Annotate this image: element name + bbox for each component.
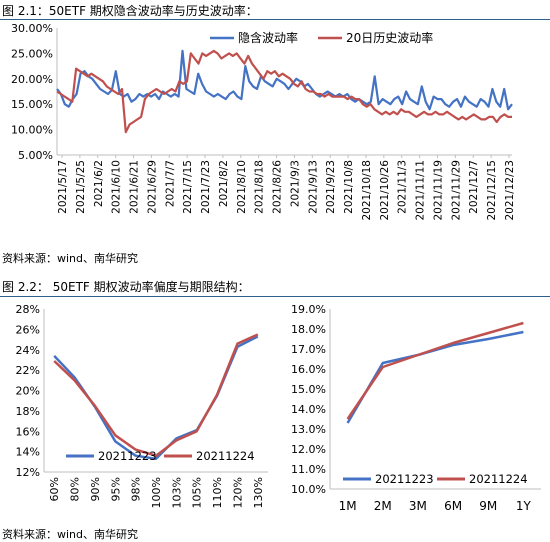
legend-label: 20日历史波动率 bbox=[346, 30, 433, 45]
x-tick-label: 6M bbox=[444, 499, 462, 513]
y-tick-label: 26% bbox=[16, 323, 40, 336]
y-tick-label: 16.0% bbox=[291, 363, 326, 376]
y-tick-label: 19.0% bbox=[291, 303, 326, 316]
x-tick-label: 2021/12/7 bbox=[468, 160, 480, 214]
figure1-title-rule bbox=[0, 19, 550, 20]
x-tick-label: 60% bbox=[48, 477, 61, 501]
iv-hv-chart: 5.00% 10.00% 15.00% 20.00% 25.00% 30.00% 2021/… bbox=[11, 22, 516, 221]
x-tick-label: 9M bbox=[479, 499, 497, 513]
x-tick-label: 80% bbox=[69, 477, 82, 501]
y-tick-label: 20.00% bbox=[11, 73, 53, 86]
x-tick-label: 103% bbox=[170, 477, 183, 508]
x-tick-label: 2021/9/23 bbox=[325, 160, 337, 214]
x-tick-label: 2021/5/25 bbox=[75, 160, 87, 214]
x-tick-label: 1Y bbox=[516, 499, 532, 513]
x-tick-label: 2021/6/21 bbox=[129, 160, 141, 214]
x-tick-label: 2021/8/18 bbox=[254, 160, 266, 214]
legend-label: 20211224 bbox=[469, 472, 528, 486]
y-tick-label: 16% bbox=[16, 425, 40, 438]
series-line-2 bbox=[53, 333, 259, 457]
x-tick-label: 2021/10/18 bbox=[361, 160, 373, 221]
y-tick-label: 12% bbox=[16, 466, 40, 479]
x-tick-label: 2021/8/10 bbox=[236, 160, 248, 214]
y-tick-label: 28% bbox=[16, 303, 40, 316]
skew-chart: 12% 14% 16% 18% 20% 22% 24% 26% 28% 60% 80% 90% 95% 9… bbox=[16, 303, 268, 508]
x-tick-label: 110% bbox=[211, 477, 224, 508]
x-tick-label: 2021/10/26 bbox=[379, 160, 391, 221]
x-tick-label: 2021/11/11 bbox=[415, 160, 427, 221]
figure2-source: 资料来源：wind、南华研究 bbox=[2, 528, 139, 541]
x-tick-label: 3M bbox=[409, 499, 427, 513]
x-tick-label: 2021/7/15 bbox=[182, 160, 194, 214]
series-line-1 bbox=[56, 49, 513, 111]
y-tick-label: 25.00% bbox=[11, 47, 53, 60]
x-tick-label: 2021/10/8 bbox=[343, 160, 355, 214]
y-tick-label: 12.0% bbox=[291, 443, 326, 456]
x-tick-label: 2M bbox=[374, 499, 392, 513]
x-tick-label: 105% bbox=[191, 477, 204, 508]
x-tick-label: 2021/11/19 bbox=[432, 160, 444, 221]
y-tick-label: 24% bbox=[16, 344, 40, 357]
legend-label: 20211224 bbox=[196, 449, 255, 463]
y-tick-label: 10.0% bbox=[291, 483, 326, 496]
y-tick-label: 30.00% bbox=[11, 22, 53, 35]
y-tick-label: 13.0% bbox=[291, 423, 326, 436]
x-tick-label: 2021/7/7 bbox=[164, 160, 176, 207]
x-tick-label: 2021/6/10 bbox=[111, 160, 123, 214]
x-tick-label: 2021/5/17 bbox=[57, 160, 69, 214]
figure2-title-rule bbox=[0, 296, 550, 297]
x-tick-label: 130% bbox=[252, 477, 265, 508]
figure1-title: 图 2.1：50ETF 期权隐含波动率与历史波动率： bbox=[2, 4, 258, 18]
term-structure-chart: 10.0% 11.0% 12.0% 13.0% 14.0% 15.0% 16.0% 17.0%… bbox=[291, 303, 541, 513]
legend-label: 隐含波动率 bbox=[238, 30, 298, 45]
x-tick-label: 2021/9/13 bbox=[307, 160, 319, 214]
x-tick-label: 2021/6/29 bbox=[146, 160, 158, 214]
y-tick-label: 15.00% bbox=[11, 98, 53, 111]
x-tick-label: 98% bbox=[130, 477, 143, 501]
y-tick-label: 22% bbox=[16, 364, 40, 377]
series-line-1 bbox=[346, 330, 524, 424]
series-line-2 bbox=[346, 321, 524, 420]
y-tick-label: 18.0% bbox=[291, 323, 326, 336]
y-tick-label: 11.0% bbox=[291, 463, 326, 476]
figure1-source: 资料来源：wind、南华研究 bbox=[2, 252, 139, 265]
y-tick-label: 14.0% bbox=[291, 403, 326, 416]
x-tick-label: 1M bbox=[339, 499, 357, 513]
y-tick-label: 20% bbox=[16, 385, 40, 398]
x-tick-label: 2021/6/2 bbox=[93, 160, 105, 207]
x-tick-label: 2021/11/29 bbox=[450, 160, 462, 221]
x-tick-label: 95% bbox=[109, 477, 122, 501]
x-tick-label: 2021/8/26 bbox=[272, 160, 284, 214]
y-tick-label: 14% bbox=[16, 446, 40, 459]
x-tick-label: 120% bbox=[231, 477, 244, 508]
y-tick-label: 10.00% bbox=[11, 124, 53, 137]
x-tick-label: 2021/8/2 bbox=[218, 160, 230, 207]
figure2-title: 图 2.2： 50ETF 期权波动率偏度与期限结构： bbox=[2, 280, 250, 294]
y-tick-label: 17.0% bbox=[291, 343, 326, 356]
x-tick-label: 2021/12/23 bbox=[504, 160, 516, 221]
x-tick-label: 100% bbox=[150, 477, 163, 508]
x-tick-label: 90% bbox=[89, 477, 102, 501]
y-tick-label: 5.00% bbox=[18, 149, 53, 162]
series-line-1 bbox=[53, 335, 259, 461]
x-tick-label: 2021/12/15 bbox=[486, 160, 498, 221]
legend-label: 20211223 bbox=[375, 472, 434, 486]
y-tick-label: 18% bbox=[16, 405, 40, 418]
x-tick-label: 2021/7/23 bbox=[200, 160, 212, 214]
x-tick-label: 2021/11/3 bbox=[397, 160, 409, 214]
y-tick-label: 15.0% bbox=[291, 383, 326, 396]
x-tick-label: 2021/9/3 bbox=[289, 160, 301, 207]
legend-label: 20211223 bbox=[98, 449, 157, 463]
series-line-2 bbox=[56, 49, 512, 134]
